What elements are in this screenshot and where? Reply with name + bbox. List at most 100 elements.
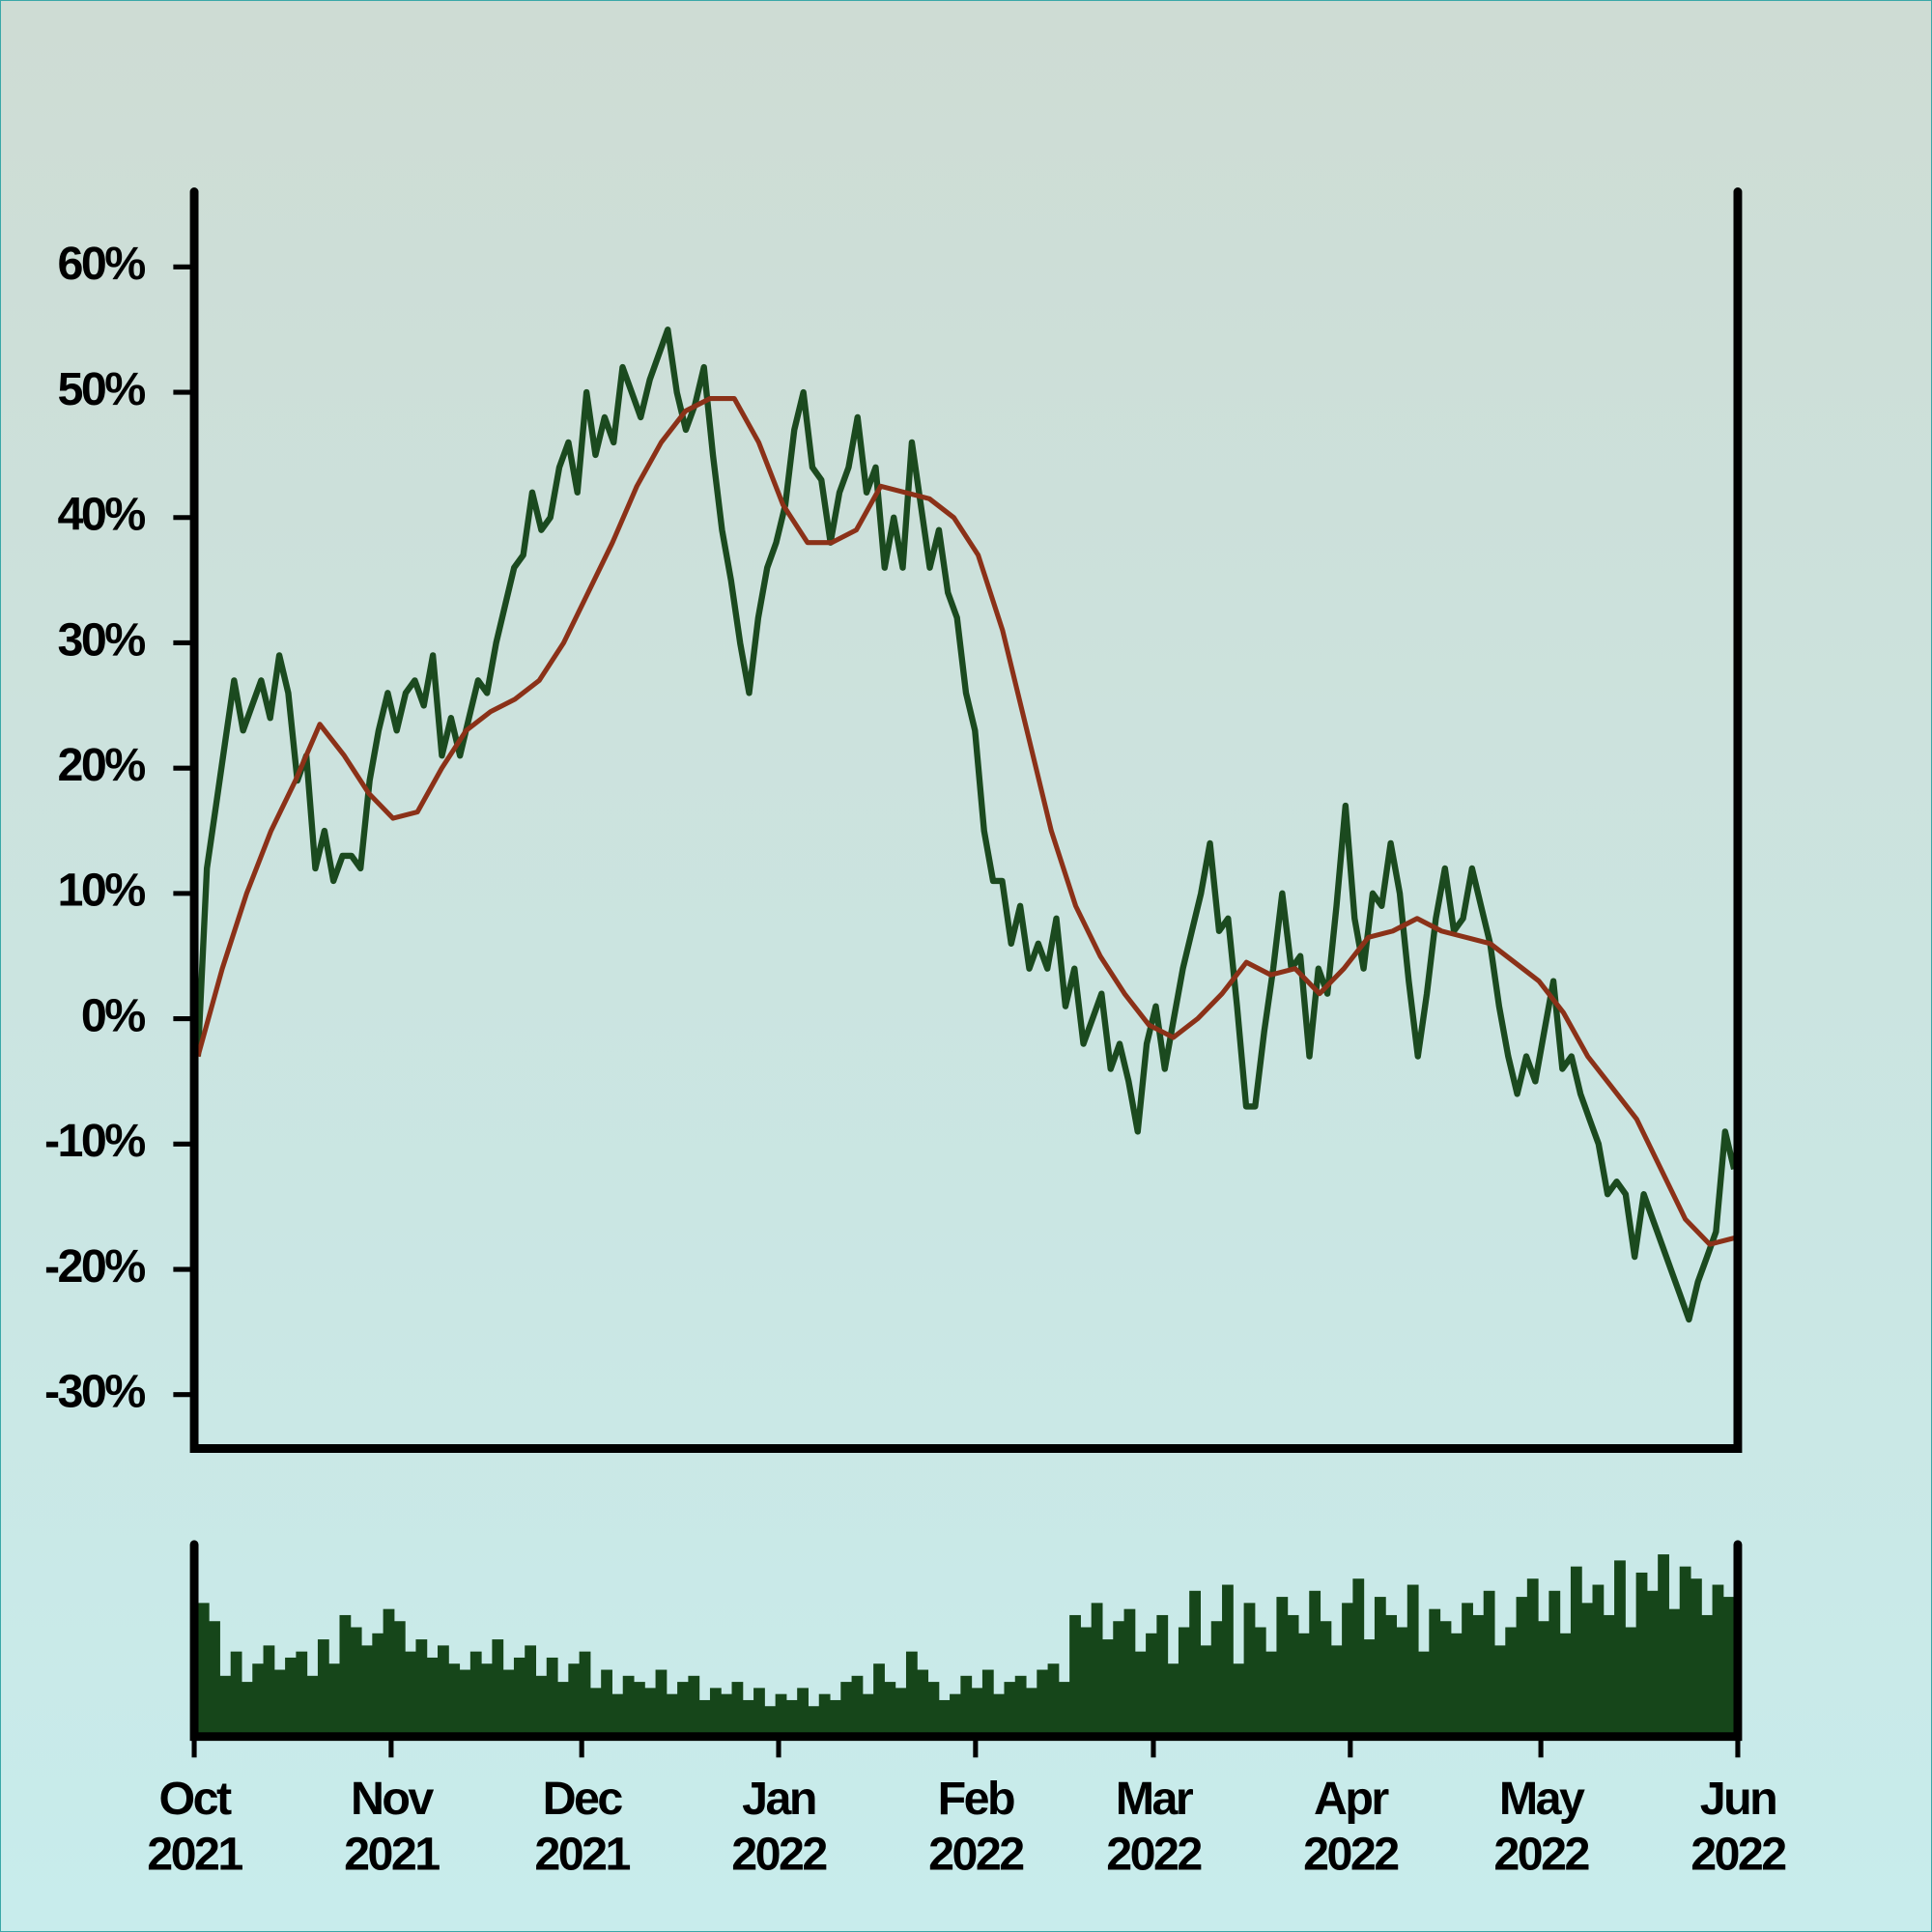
- volume-bar: [1309, 1590, 1321, 1737]
- volume-bar: [438, 1645, 449, 1737]
- volume-bar: [285, 1657, 297, 1737]
- volume-bar: [230, 1651, 242, 1737]
- volume-bar: [1429, 1608, 1441, 1737]
- volume-bar: [1526, 1578, 1539, 1737]
- volume-bar: [1156, 1614, 1169, 1737]
- y-tick-label: -20%: [44, 1240, 145, 1293]
- volume-bar: [709, 1688, 722, 1737]
- volume-bar: [917, 1669, 929, 1737]
- volume-bar: [241, 1682, 253, 1737]
- volume-bar: [785, 1699, 798, 1737]
- volume-bar: [1167, 1663, 1179, 1737]
- volume-bar: [1200, 1645, 1212, 1737]
- volume-bar: [1548, 1590, 1561, 1737]
- volume-bar: [1146, 1633, 1157, 1737]
- volume-bar: [481, 1663, 493, 1737]
- volume-bar: [405, 1651, 416, 1737]
- volume-bar: [1570, 1566, 1582, 1737]
- volume-bar: [666, 1693, 678, 1737]
- volume-bar: [731, 1682, 744, 1737]
- volume-bar: [339, 1614, 352, 1737]
- x-tick-label: Jan 2022: [731, 1773, 826, 1880]
- volume-bar: [1069, 1614, 1081, 1737]
- volume-bar: [252, 1663, 265, 1737]
- volume-bar: [895, 1688, 907, 1737]
- volume-bar: [818, 1693, 831, 1737]
- volume-bar: [1004, 1682, 1016, 1737]
- volume-bar: [197, 1603, 210, 1737]
- volume-bar: [927, 1682, 940, 1737]
- volume-bar: [1113, 1621, 1125, 1737]
- volume-bar: [1646, 1590, 1659, 1737]
- volume-bar: [209, 1621, 220, 1737]
- x-tick-label: Jun 2022: [1690, 1773, 1785, 1880]
- volume-bar: [601, 1669, 612, 1737]
- x-tick-label: Feb 2022: [928, 1773, 1023, 1880]
- volume-bar: [1210, 1621, 1223, 1737]
- volume-bar: [383, 1608, 395, 1737]
- volume-bar: [415, 1639, 428, 1737]
- volume-bar: [1330, 1645, 1343, 1737]
- volume-bar: [1559, 1633, 1572, 1737]
- volume-bar: [775, 1693, 787, 1737]
- volume-bar: [448, 1663, 461, 1737]
- volume-bar: [950, 1693, 961, 1737]
- volume-bar: [1276, 1597, 1289, 1737]
- volume-bar: [1047, 1663, 1060, 1737]
- volume-bar: [1080, 1627, 1093, 1737]
- volume-bar: [851, 1675, 864, 1737]
- volume-bar: [1014, 1675, 1027, 1737]
- y-tick-label: 50%: [58, 363, 146, 415]
- volume-bar: [1690, 1578, 1702, 1737]
- volume-bar: [1352, 1578, 1365, 1737]
- volume-bar: [459, 1669, 471, 1737]
- volume-bar: [328, 1663, 341, 1737]
- volume-bar: [1178, 1627, 1190, 1737]
- volume-bar: [393, 1621, 406, 1737]
- volume-bar: [589, 1688, 602, 1737]
- volume-bar: [546, 1657, 558, 1737]
- volume-bar: [862, 1693, 874, 1737]
- y-tick-label: -30%: [44, 1366, 145, 1418]
- volume-bar: [492, 1639, 504, 1737]
- volume-bar: [350, 1627, 362, 1737]
- volume-bar: [1342, 1603, 1353, 1737]
- y-tick-label: -10%: [44, 1115, 145, 1167]
- volume-bar: [426, 1657, 439, 1737]
- volume-bar: [1462, 1603, 1473, 1737]
- volume-bar: [1406, 1584, 1419, 1737]
- volume-bar: [764, 1706, 777, 1737]
- volume-bar: [306, 1675, 319, 1737]
- volume-bar: [1472, 1614, 1485, 1737]
- volume-bar: [469, 1651, 482, 1737]
- volume-bar: [1363, 1639, 1376, 1737]
- volume-bar: [1101, 1639, 1114, 1737]
- volume-bar: [993, 1693, 1005, 1737]
- volume-bar: [1058, 1682, 1070, 1737]
- axis-frame: [189, 1540, 1743, 1742]
- volume-bar: [273, 1669, 286, 1737]
- volume-bar: [971, 1688, 983, 1737]
- volume-bar: [611, 1693, 624, 1737]
- volume-bar: [1603, 1614, 1615, 1737]
- volume-bar: [1254, 1627, 1266, 1737]
- y-tick-label: 20%: [58, 739, 146, 791]
- volume-bar: [1483, 1590, 1495, 1737]
- y-tick-label: 60%: [58, 238, 146, 290]
- volume-bar: [1287, 1614, 1299, 1737]
- volume-bar: [568, 1663, 581, 1737]
- volume-bar: [1581, 1603, 1594, 1737]
- volume-bar: [579, 1651, 591, 1737]
- volume-bar: [981, 1669, 994, 1737]
- volume-bar: [797, 1688, 809, 1737]
- volume-bar: [808, 1706, 820, 1737]
- x-tick-label: May 2022: [1493, 1773, 1588, 1880]
- volume-bar: [677, 1682, 689, 1737]
- volume-bar: [644, 1688, 657, 1737]
- volume-bar: [1592, 1584, 1605, 1737]
- volume-bar: [721, 1693, 733, 1737]
- volume-bar: [1679, 1566, 1691, 1737]
- volume-bar: [296, 1651, 308, 1737]
- volume-bar: [1418, 1651, 1430, 1737]
- volume-bar: [873, 1663, 885, 1737]
